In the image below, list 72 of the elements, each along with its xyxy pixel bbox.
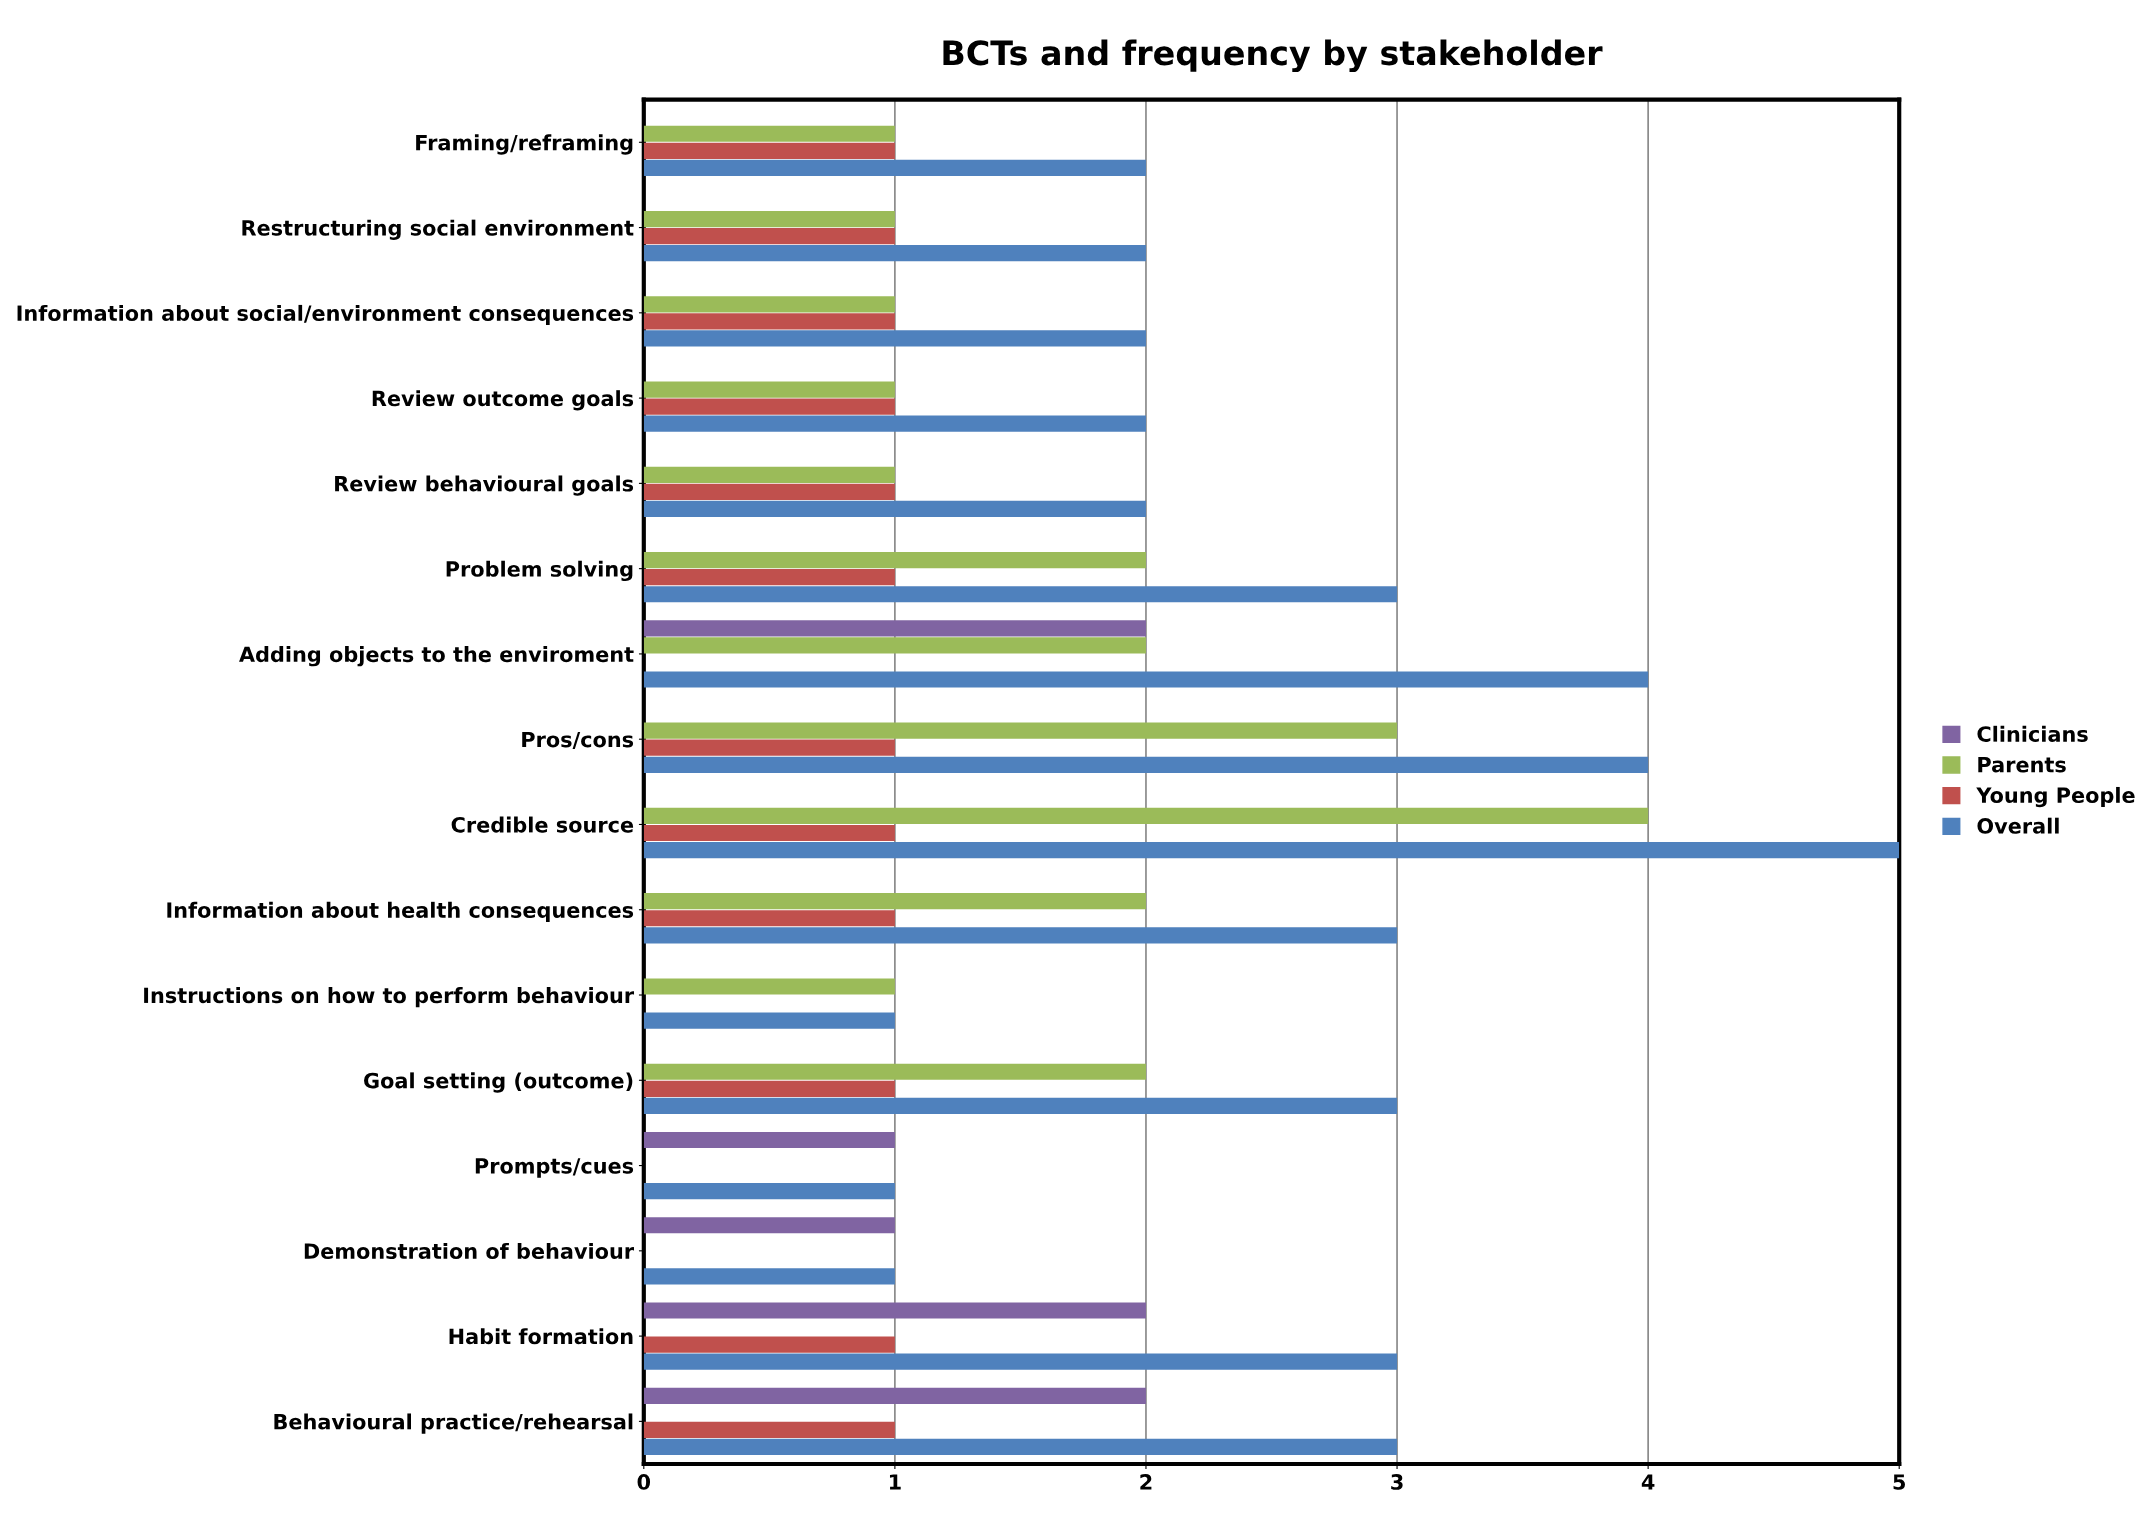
bar	[643, 978, 895, 995]
bar	[643, 620, 1146, 637]
bar	[643, 398, 895, 415]
bar	[643, 910, 895, 927]
bar	[643, 1080, 895, 1097]
bar	[643, 1353, 1398, 1370]
bar	[643, 1336, 895, 1353]
y-tick-label: Review behavioural goals	[335, 475, 634, 496]
y-tick-label: Credible source	[451, 816, 634, 833]
bar	[643, 1387, 1146, 1404]
bar	[643, 159, 1146, 176]
bar	[643, 893, 1146, 910]
bar	[643, 210, 895, 228]
y-tick-label: Pros/cons	[522, 731, 634, 750]
legend-label: Young People	[1976, 786, 2135, 808]
y-tick-label: Adding objects to the enviroment	[239, 646, 634, 667]
bar	[643, 637, 1146, 654]
bar	[643, 1421, 895, 1439]
bar	[643, 142, 895, 159]
x-tick-label: 0	[637, 1474, 651, 1490]
y-tick-label: Behavioural practice/rehearsal	[274, 1413, 633, 1434]
bar	[643, 824, 895, 842]
bar	[643, 296, 895, 313]
legend-label: Overall	[1977, 817, 2059, 834]
bar	[643, 330, 1146, 347]
bar	[643, 381, 895, 398]
legend-label: Clinicians	[1977, 725, 2088, 742]
bar	[643, 1183, 895, 1200]
bar	[643, 569, 895, 586]
x-tick-label: 2	[1140, 1474, 1152, 1490]
y-tick-label: Prompts/cues	[475, 1158, 634, 1178]
bar	[643, 1217, 895, 1234]
bar	[643, 671, 1649, 688]
x-tick-label: 4	[1641, 1474, 1655, 1490]
bar	[643, 552, 1146, 569]
bar	[643, 245, 1146, 262]
y-tick-label: Information about health consequences	[167, 901, 634, 922]
x-tick-label: 1	[889, 1474, 901, 1490]
bar	[643, 125, 895, 142]
y-tick-label: Information about social/environment consequences	[17, 304, 634, 326]
bar	[643, 227, 895, 245]
bar	[643, 807, 1649, 825]
bar	[643, 1063, 1146, 1080]
chart-title: BCTs and frequency by stakeholder	[943, 39, 1603, 73]
y-tick-label: Restructuring social environment	[242, 219, 634, 240]
x-tick-label: 3	[1391, 1474, 1403, 1490]
bar	[643, 927, 1398, 944]
y-tick-label: Goal setting (outcome)	[364, 1072, 633, 1093]
bar	[643, 483, 895, 500]
bar	[643, 1438, 1398, 1456]
bar	[643, 841, 1900, 859]
legend-label: Parents	[1978, 757, 2066, 773]
y-tick-label: Framing/reframing	[416, 134, 633, 155]
bar	[643, 1268, 895, 1285]
bar	[643, 500, 1146, 518]
bar	[643, 313, 895, 330]
y-tick-label: Demonstration of behaviour	[304, 1242, 635, 1260]
x-tick-label: 5	[1893, 1474, 1905, 1490]
bar	[643, 756, 1649, 773]
bar	[643, 1097, 1398, 1114]
y-tick-label: Problem solving	[446, 560, 633, 582]
y-tick-label: Habit formation	[449, 1328, 633, 1345]
bar	[643, 739, 895, 756]
y-tick-label: Review outcome goals	[372, 390, 634, 411]
bar	[643, 1012, 895, 1029]
bar	[643, 415, 1146, 432]
bar	[643, 1302, 1146, 1319]
bar	[643, 466, 895, 483]
bar	[643, 722, 1398, 739]
bar	[643, 1131, 895, 1149]
bar	[643, 586, 1398, 603]
y-tick-label: Instructions on how to perform behaviour	[144, 987, 635, 1008]
